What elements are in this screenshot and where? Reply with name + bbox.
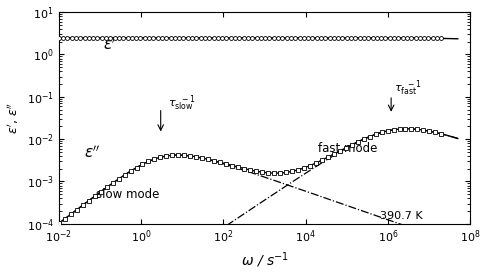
Text: $\tau_{\rm slow}^{\ \ -1}$: $\tau_{\rm slow}^{\ \ -1}$: [168, 93, 196, 113]
Text: fast mode: fast mode: [318, 142, 377, 155]
Text: 390.7 K: 390.7 K: [380, 211, 423, 221]
Text: slow mode: slow mode: [96, 188, 159, 201]
Y-axis label: $\varepsilon'$, $\varepsilon''$: $\varepsilon'$, $\varepsilon''$: [5, 102, 21, 134]
X-axis label: $\omega$ / s$^{-1}$: $\omega$ / s$^{-1}$: [241, 251, 288, 270]
Text: $\varepsilon'$: $\varepsilon'$: [103, 36, 117, 53]
Text: $\tau_{\rm fast}^{\ \ -1}$: $\tau_{\rm fast}^{\ \ -1}$: [394, 79, 422, 99]
Text: $\varepsilon^{\prime\prime}$: $\varepsilon^{\prime\prime}$: [84, 145, 100, 161]
